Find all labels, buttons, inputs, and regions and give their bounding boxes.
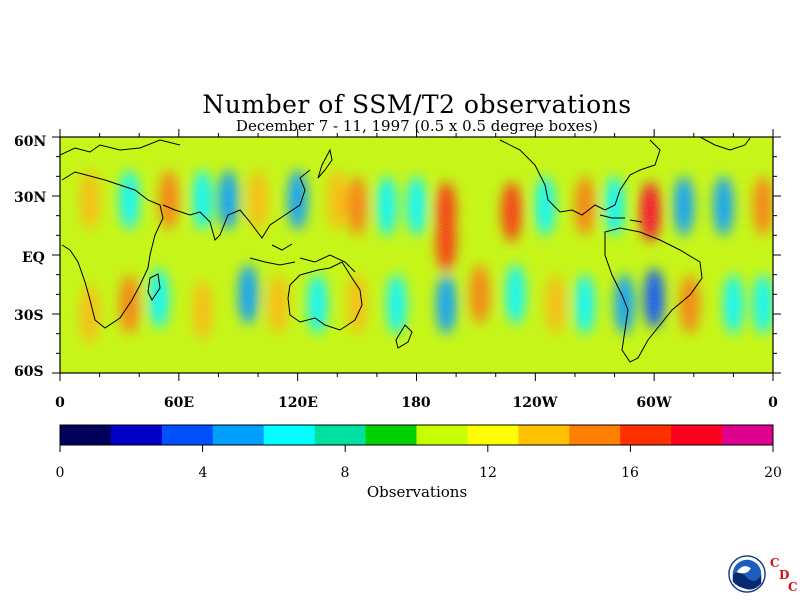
- coastline-indonesia: [249, 243, 356, 273]
- lon-label-0-end: 0: [768, 395, 778, 411]
- colorbar: [60, 425, 774, 445]
- coastline-south-america: [604, 227, 703, 363]
- colorbar-tick-4: 4: [198, 465, 208, 481]
- colorbar-swatch-7: [416, 425, 468, 445]
- coastline-madagascar: [147, 273, 161, 301]
- colorbar-swatch-9: [518, 425, 570, 445]
- lat-label-60s: 60S: [14, 364, 44, 380]
- coastline-north-america: [499, 139, 661, 216]
- colorbar-tick-16: 16: [621, 465, 639, 481]
- colorbar-tick-20: 20: [764, 465, 782, 481]
- lon-label-120w: 120W: [512, 395, 558, 411]
- map-title: Number of SSM/T2 observations: [202, 90, 632, 119]
- colorbar-swatch-6: [365, 425, 417, 445]
- coastlines: [60, 137, 751, 363]
- colorbar-swatch-8: [467, 425, 519, 445]
- coastline-japan: [317, 148, 333, 179]
- colorbar-frame: [59, 424, 774, 446]
- colorbar-swatch-3: [212, 425, 265, 445]
- lon-label-60e: 60E: [163, 395, 195, 411]
- colorbar-swatch-11: [620, 425, 672, 445]
- coastline-australia: [287, 261, 363, 331]
- colorbar-swatch-1: [110, 425, 163, 445]
- lon-label-60w: 60W: [636, 395, 672, 411]
- colorbar-swatch-0: [60, 425, 112, 445]
- lon-label-120e: 120E: [278, 395, 318, 411]
- cdc-logo-c2: C: [788, 580, 798, 594]
- coastline-new-zealand: [395, 324, 413, 349]
- coastline-greenland: [699, 137, 751, 151]
- coastline-asia-south: [162, 169, 311, 241]
- cdc-logo-c1: C: [770, 556, 780, 570]
- colorbar-ticks: [59, 445, 774, 452]
- coastline-caribbean: [599, 214, 643, 223]
- colorbar-swatch-4: [263, 425, 316, 445]
- lon-label-0: 0: [55, 395, 65, 411]
- colorbar-swatch-13: [722, 425, 774, 445]
- colorbar-tick-8: 8: [340, 465, 350, 481]
- colorbar-swatch-5: [314, 425, 367, 445]
- coastline-europe: [60, 139, 181, 156]
- colorbar-swatch-12: [671, 425, 723, 445]
- map-subtitle: December 7 - 11, 1997 (0.5 x 0.5 degree …: [235, 117, 599, 135]
- noaa-logo: [728, 555, 766, 593]
- colorbar-swatch-10: [569, 425, 621, 445]
- noise-overlay: [60, 137, 773, 373]
- lat-label-30s: 30S: [14, 308, 44, 324]
- lat-label-30n: 30N: [14, 190, 47, 206]
- lon-label-180: 180: [401, 395, 431, 411]
- colorbar-tick-12: 12: [479, 465, 497, 481]
- lat-label-60n: 60N: [14, 134, 47, 150]
- colorbar-tick-0: 0: [55, 465, 65, 481]
- colorbar-swatch-2: [161, 425, 214, 445]
- colorbar-title: Observations: [366, 483, 468, 501]
- axis-ticks: [52, 129, 781, 381]
- cdc-logo-d: D: [779, 568, 790, 582]
- lat-label-eq: EQ: [22, 250, 45, 266]
- coastline-africa: [61, 171, 164, 329]
